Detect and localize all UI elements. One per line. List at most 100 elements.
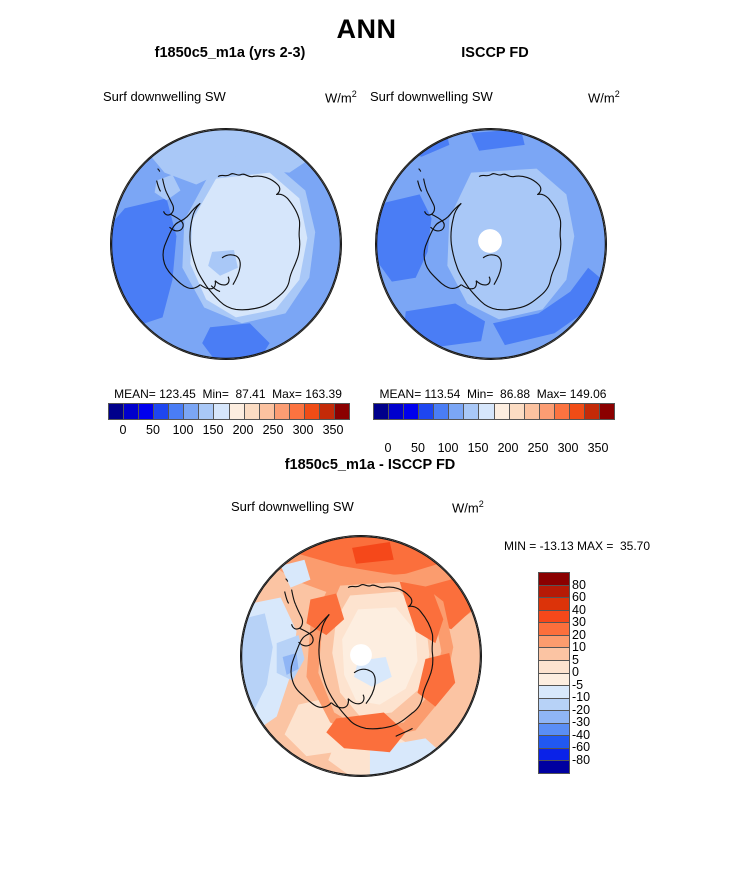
colorbar-tick-label: 60 (572, 590, 586, 604)
colorbar-tick-label: 100 (437, 441, 459, 455)
colorbar-ticks-observation: 0 50 100 150 200 250 300 350 (373, 441, 613, 459)
map-outline-observation (376, 129, 606, 359)
colorbar-segment (539, 623, 569, 636)
colorbar-observation (373, 403, 615, 420)
map-polar-difference (240, 535, 482, 777)
colorbar-model (108, 403, 350, 420)
coastline-difference (284, 578, 434, 737)
colorbar-tick-label: 50 (146, 423, 160, 437)
colorbar-tick-label: -80 (572, 752, 591, 767)
units-text-difference: W/m (452, 500, 479, 516)
colorbar-tick-label: -20 (572, 702, 591, 717)
colorbar-segment (524, 404, 540, 419)
colorbar-segment (539, 660, 569, 674)
colorbar-segment (259, 404, 275, 419)
colorbar-tick-label: 300 (557, 441, 579, 455)
units-exponent-observation: 2 (614, 89, 620, 99)
colorbar-tick-label: 50 (411, 441, 425, 455)
map-outline-difference (241, 536, 481, 776)
map-polar-model (110, 128, 342, 360)
colorbar-tick-label: 80 (572, 577, 586, 592)
colorbar-tick-label: 150 (202, 423, 224, 437)
colorbar-tick-label: 300 (292, 423, 314, 437)
colorbar-segment (419, 404, 435, 419)
colorbar-tick-label: -40 (572, 727, 591, 742)
colorbar-segment (539, 648, 569, 661)
colorbar-tick-label: 20 (572, 627, 586, 642)
colorbar-segment (554, 404, 570, 419)
colorbar-segment (539, 711, 569, 724)
variable-label-observation: Surf downwelling SW (370, 89, 493, 104)
figure-title: ANN (336, 14, 397, 44)
colorbar-segment (184, 404, 200, 419)
colorbar-segment (464, 404, 480, 419)
colorbar-tick-label: -30 (572, 715, 591, 729)
map-model-svg (111, 129, 341, 359)
colorbar-segment (109, 404, 125, 419)
colorbar-segment (539, 736, 569, 749)
colorbar-tick-label: 350 (322, 423, 344, 437)
colorbar-segment (584, 404, 600, 419)
colorbar-tick-label: 0 (384, 441, 392, 455)
colorbar-segment (304, 404, 320, 419)
units-label-difference: W/m2 (452, 499, 484, 515)
colorbar-segment (244, 404, 260, 419)
colorbar-ticks-model: 0 50 100 150 200 250 300 350 (108, 423, 348, 441)
variable-label-difference: Surf downwelling SW (231, 499, 354, 514)
colorbar-segment (539, 610, 569, 624)
colorbar-segment (169, 404, 185, 419)
colorbar-segment (539, 598, 569, 611)
colorbar-segment (434, 404, 450, 419)
colorbar-segment (539, 686, 569, 699)
stats-difference: MIN = -13.13 MAX = 35.70 (503, 539, 651, 553)
units-text-model: W/m (325, 90, 352, 106)
colorbar-tick-label: -60 (572, 740, 591, 754)
colorbar-segment (539, 698, 569, 712)
map-polar-observation (375, 128, 607, 360)
colorbar-segment (334, 404, 349, 419)
colorbar-tick-label: 10 (572, 640, 586, 654)
colorbar-segment (319, 404, 335, 419)
colorbar-tick-label: 250 (527, 441, 549, 455)
colorbar-tick-label: 0 (119, 423, 127, 437)
colorbar-tick-label: 350 (587, 441, 609, 455)
colorbar-segment (154, 404, 170, 419)
colorbar-segment (539, 404, 555, 419)
colorbar-tick-label: 200 (497, 441, 519, 455)
colorbar-tick-label: 5 (572, 652, 579, 667)
colorbar-segment (274, 404, 290, 419)
colorbar-segment (139, 404, 155, 419)
colorbar-segment (539, 673, 569, 687)
colorbar-tick-label: 200 (232, 423, 254, 437)
colorbar-segment (404, 404, 420, 419)
units-text-observation: W/m (588, 90, 615, 106)
colorbar-segment (289, 404, 305, 419)
colorbar-tick-label: -10 (572, 690, 591, 704)
panel-title-observation: ISCCP FD (461, 45, 529, 61)
colorbar-segment (494, 404, 510, 419)
colorbar-segment (509, 404, 525, 419)
colorbar-segment (539, 723, 569, 737)
coastline-observation (417, 168, 562, 311)
map-difference-svg (241, 536, 481, 776)
colorbar-segment (539, 748, 569, 762)
stats-observation: MEAN= 113.54 Min= 86.88 Max= 149.06 (379, 387, 607, 401)
colorbar-segment (569, 404, 585, 419)
colorbar-tick-label: 30 (572, 615, 586, 629)
colorbar-segment (214, 404, 230, 419)
colorbar-tick-label: 0 (572, 665, 579, 679)
colorbar-segment (199, 404, 215, 419)
stats-model: MEAN= 123.45 Min= 87.41 Max= 163.39 (114, 387, 342, 401)
colorbar-segment (389, 404, 405, 419)
units-label-observation: W/m2 (588, 89, 620, 105)
colorbar-ticks-difference: 80 60 40 30 20 10 5 0 -5 -10 -20 -30 -40 -60 -80 (572, 572, 618, 772)
colorbar-segment (229, 404, 245, 419)
colorbar-segment (374, 404, 390, 419)
colorbar-tick-label: 150 (467, 441, 489, 455)
variable-label-model: Surf downwelling SW (103, 89, 226, 104)
colorbar-segment (539, 585, 569, 599)
units-exponent-model: 2 (351, 89, 357, 99)
units-exponent-difference: 2 (478, 499, 484, 509)
colorbar-segment (479, 404, 495, 419)
colorbar-segment (599, 404, 614, 419)
